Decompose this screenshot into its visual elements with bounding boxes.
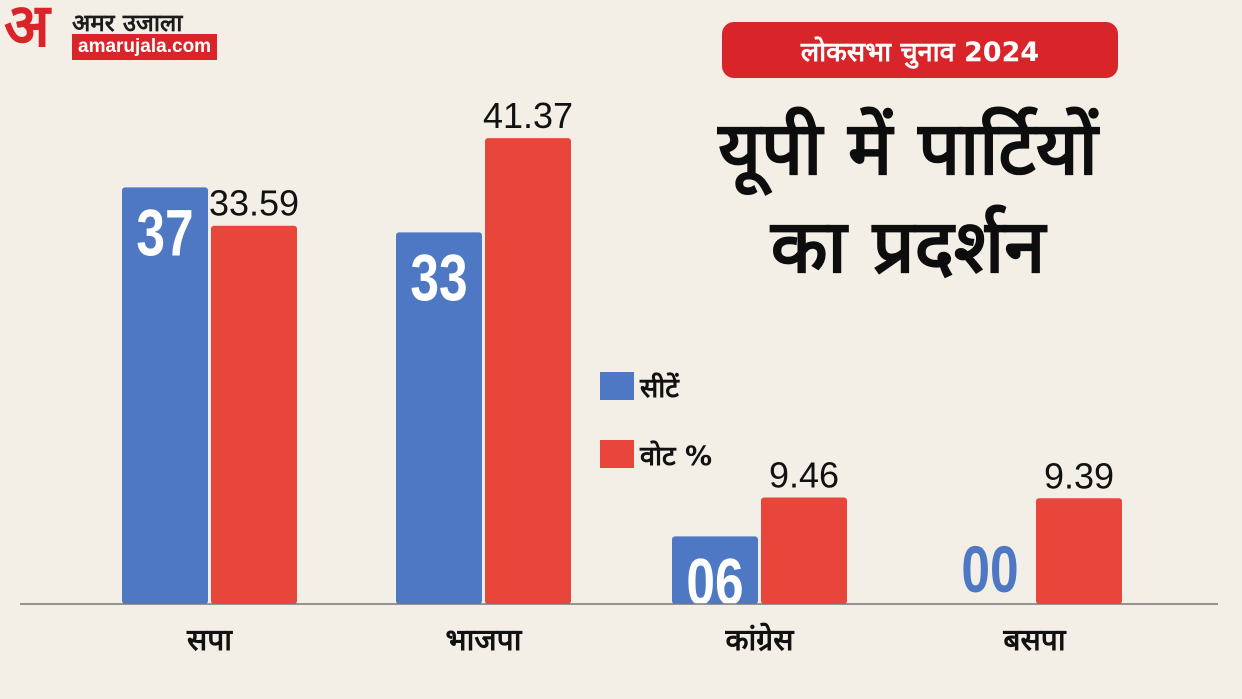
bar-label-vote-1: 41.37 — [483, 95, 573, 136]
legend-swatch-vote — [600, 440, 634, 468]
category-labels-group: सपा भाजपा कांग्रेस बसपा — [186, 622, 1067, 658]
legend-item-vote: वोट % — [600, 434, 712, 474]
election-badge: लोकसभा चुनाव 2024 — [722, 22, 1118, 78]
bar-vote-0 — [211, 225, 297, 605]
bar-label-seats-3: 00 — [961, 532, 1018, 607]
bar-label-vote-0: 33.59 — [209, 183, 299, 224]
category-label-3: बसपा — [1002, 623, 1066, 658]
brand-name-english: amarujala.com — [72, 34, 218, 60]
bar-label-seats-1: 33 — [410, 240, 467, 315]
bar-seats-2 — [672, 536, 758, 604]
bar-seats-0 — [122, 187, 208, 604]
bar-vote-3 — [1036, 498, 1122, 604]
bar-vote-1 — [485, 138, 571, 605]
chart-title: यूपी में पार्टियों का प्रदर्शन — [590, 100, 1226, 296]
bar-label-vote-2: 9.46 — [769, 454, 839, 495]
brand-mark: अ — [4, 0, 50, 61]
legend-item-seats: सीटें — [600, 366, 712, 406]
category-label-2: कांग्रेस — [724, 622, 795, 658]
bar-label-vote-3: 9.39 — [1044, 455, 1114, 496]
legend-swatch-seats — [600, 372, 634, 400]
chart-title-line2: का प्रदर्शन — [770, 204, 1046, 290]
brand-logo: अ अमर उजाला amarujala.com — [0, 0, 236, 64]
bar-seats-1 — [396, 232, 482, 605]
legend-label-seats: सीटें — [640, 372, 679, 404]
legend: सीटें वोट % — [600, 366, 712, 502]
labels-group: 37 33.59 33 41.37 06 9.46 00 9.39 — [136, 95, 1114, 619]
category-label-1: भाजपा — [446, 623, 523, 658]
bar-vote-2 — [761, 497, 847, 604]
chart-title-line1: यूपी में पार्टियों — [718, 106, 1098, 192]
legend-label-vote: वोट % — [640, 440, 713, 472]
brand-name-hindi: अमर उजाला — [72, 9, 183, 37]
bar-label-seats-0: 37 — [136, 195, 193, 270]
category-label-0: सपा — [186, 623, 233, 658]
bars-group — [122, 138, 1122, 605]
bar-label-seats-2: 06 — [686, 544, 743, 619]
